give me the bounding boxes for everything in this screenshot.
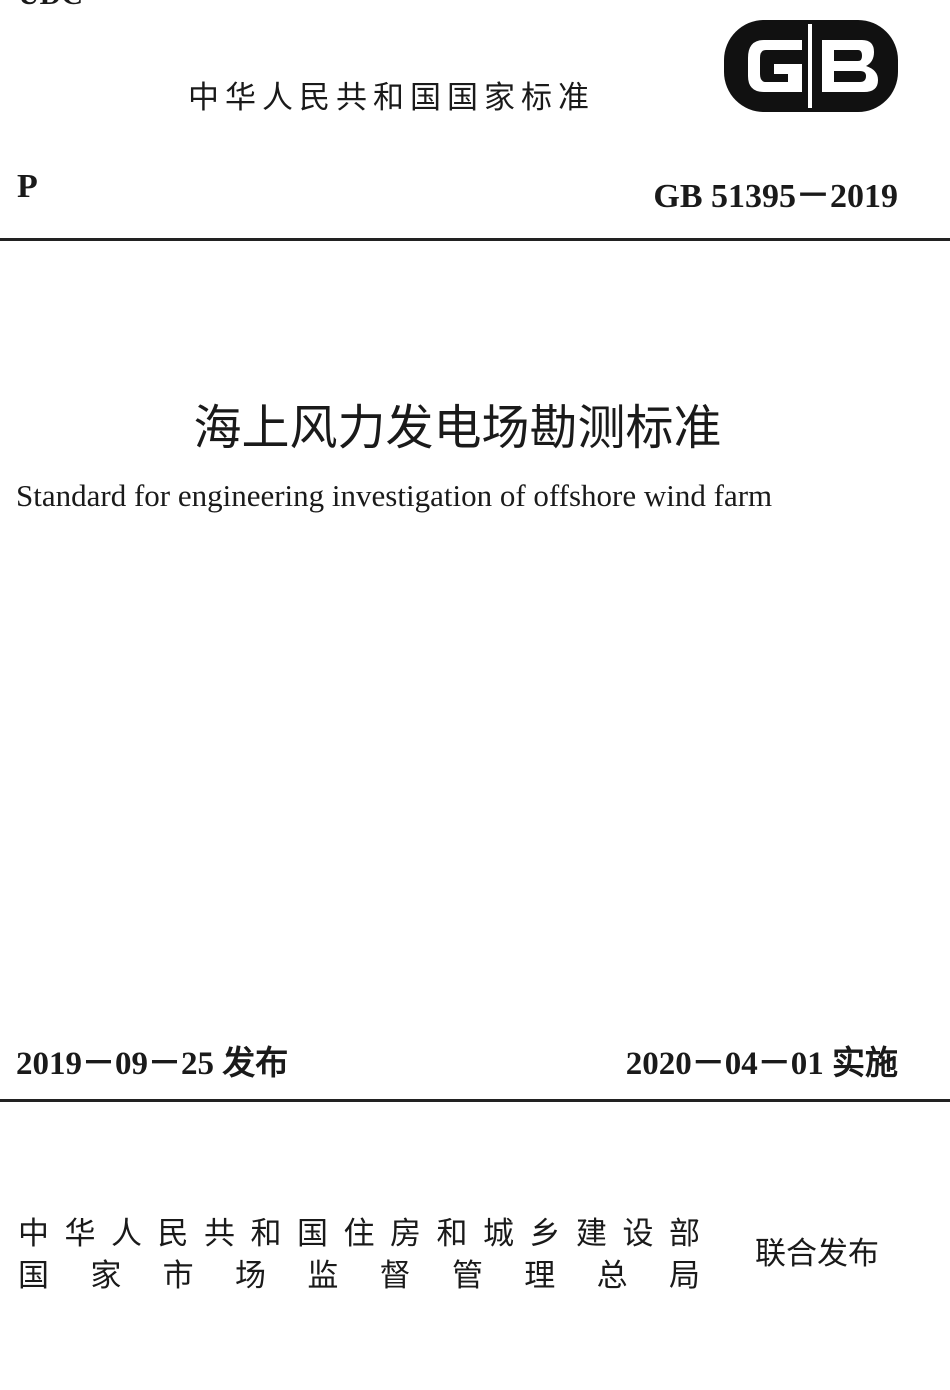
implementation-date: 2020－04－01 实施: [625, 1046, 898, 1082]
issuer-char: 局: [668, 1258, 700, 1294]
issuer-char: 民: [157, 1216, 189, 1252]
gb-logo: [724, 20, 898, 112]
issuer-char: 国: [18, 1258, 49, 1294]
issuer-char: 部: [669, 1216, 700, 1252]
issuer-char: 国: [297, 1216, 328, 1252]
issuer-line-1: 中华人民共和国住房和城乡建设部: [18, 1208, 700, 1253]
issuer-char: 和: [436, 1216, 468, 1252]
issuer-char: 共: [204, 1216, 235, 1252]
issuer-char: 市: [162, 1258, 194, 1294]
issuer-char: 理: [524, 1258, 556, 1294]
issuer-char: 设: [622, 1216, 654, 1252]
udc-label: UDC: [18, 0, 83, 12]
bottom-divider: [0, 1099, 950, 1102]
title-english: Standard for engineering investigation o…: [16, 478, 773, 513]
issuer-char: 监: [307, 1258, 339, 1294]
top-divider: [0, 238, 950, 241]
issuer-char: 华: [64, 1216, 96, 1252]
title-chinese: 海上风力发电场勘测标准: [193, 400, 722, 456]
issue-date: 2019－09－25 发布: [16, 1046, 289, 1082]
issuer-char: 城: [483, 1216, 514, 1252]
issuer-char: 和: [250, 1216, 282, 1252]
issuer-char: 乡: [529, 1216, 561, 1252]
national-standard-heading: 中华人民共和国国家标准: [188, 80, 595, 116]
issuer-char: 房: [390, 1216, 421, 1252]
joint-issue-label: 联合发布: [755, 1236, 879, 1272]
standard-code: GB 51395－2019: [653, 178, 898, 215]
issuer-char: 管: [451, 1258, 483, 1294]
issuer-char: 中: [18, 1216, 49, 1252]
issuer-char: 人: [111, 1216, 142, 1252]
classification-letter: P: [17, 168, 38, 205]
issuer-char: 建: [576, 1216, 607, 1252]
issuer-char: 督: [379, 1258, 411, 1294]
issuer-char: 住: [343, 1216, 375, 1252]
issuer-line-2: 国家市场监督管理总局: [18, 1250, 700, 1295]
issuer-char: 家: [90, 1258, 122, 1294]
issuer-char: 总: [596, 1258, 628, 1294]
issuer-char: 场: [234, 1258, 266, 1294]
